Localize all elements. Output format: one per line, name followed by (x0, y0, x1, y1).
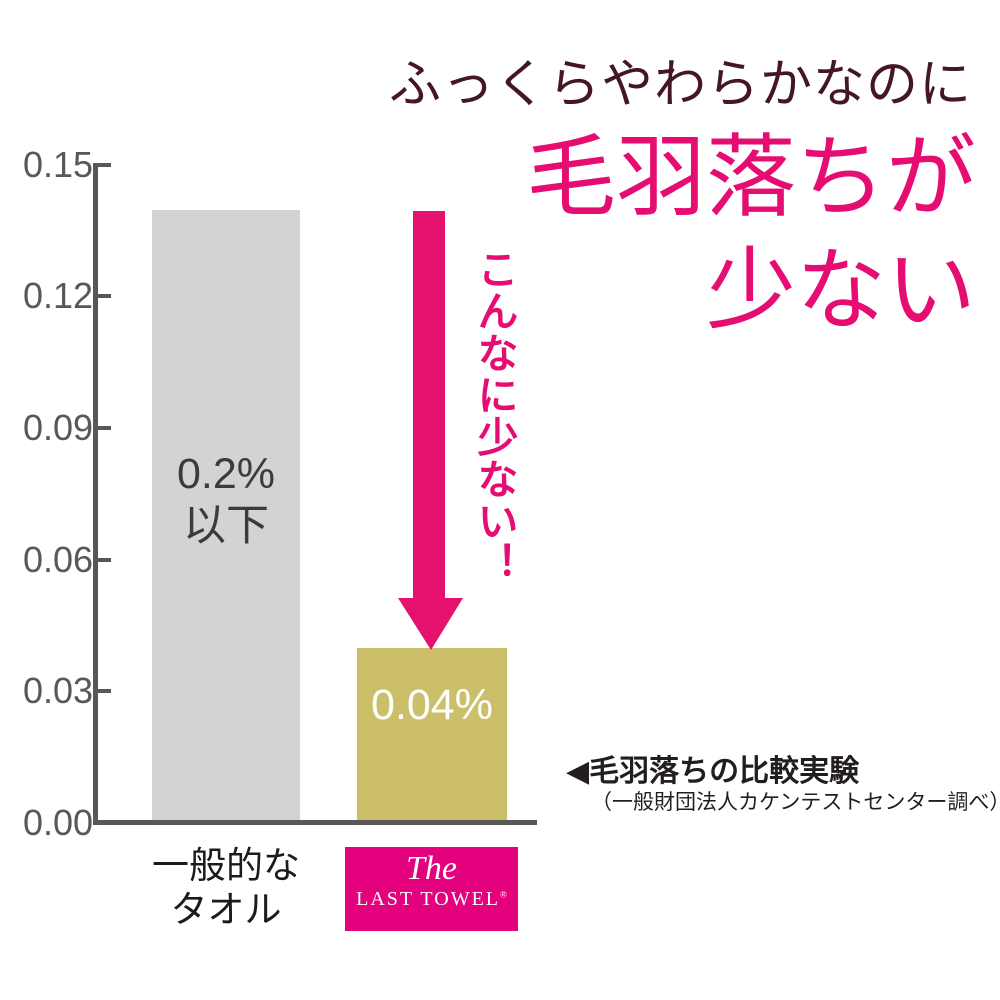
headline-title-line2: 少ない (706, 241, 976, 342)
y-tick-label-015: 0.15 (23, 144, 94, 185)
headline-title-line1: 毛羽落ちが (526, 128, 976, 228)
bar-last-towel-value-label: 0.04% (371, 681, 493, 729)
y-tick-003 (98, 689, 111, 693)
x-axis-baseline (93, 820, 537, 825)
y-tick-009 (98, 426, 111, 430)
x-label-generic-line1: 一般的な (152, 846, 300, 887)
bar-generic-value-line2: 以下 (183, 502, 269, 551)
caption-title: ◀毛羽落ちの比較実験 (566, 755, 860, 788)
x-label-generic-line2: タオル (170, 890, 282, 932)
last-towel-logo: The LAST TOWEL® (345, 847, 518, 931)
headline-subtitle: ふっくらやわらかなのに (388, 56, 972, 114)
y-tick-006 (98, 558, 111, 562)
logo-script-text: The (406, 850, 457, 887)
bar-generic-value-line1: 0.2% (176, 450, 275, 498)
y-tick-label-003: 0.03 (23, 670, 94, 711)
y-axis-line (93, 163, 98, 825)
y-tick-label-009: 0.09 (23, 407, 94, 448)
bar-last-towel (357, 648, 507, 820)
caption-source: （一般財団法人カケンテストセンター調べ） (591, 791, 1000, 814)
y-tick-label-006: 0.06 (23, 539, 94, 580)
registered-mark: ® (500, 889, 507, 900)
arrow-annotation: こんなに少ない！ (471, 248, 517, 584)
down-arrow-icon (398, 211, 463, 650)
bar-generic-towel (152, 210, 300, 820)
y-tick-015 (98, 163, 111, 167)
x-label-generic-towel: 一般的な タオル (140, 845, 312, 934)
bar-generic-value-label: 0.2% 以下 (152, 448, 300, 553)
y-tick-label-012: 0.12 (23, 275, 94, 316)
headline-title: 毛羽落ちが 少ない (526, 122, 976, 349)
logo-caps-text: LAST TOWEL® (356, 888, 507, 911)
y-tick-label-000: 0.00 (23, 802, 94, 843)
y-tick-012 (98, 294, 111, 298)
